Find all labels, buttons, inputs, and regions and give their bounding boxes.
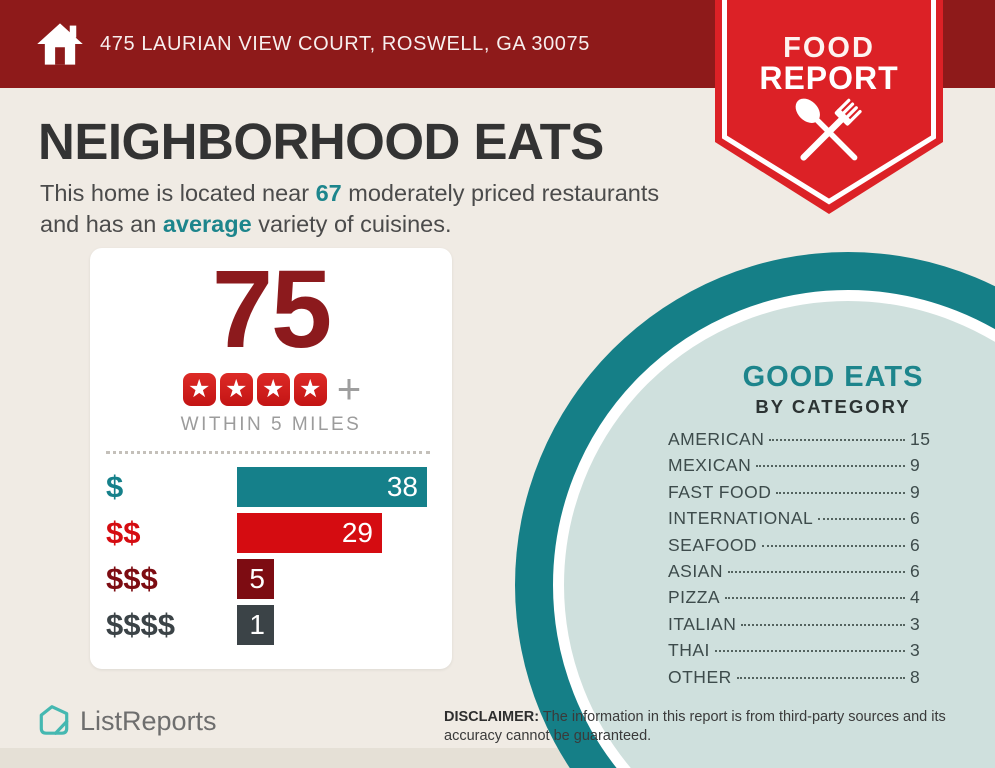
disclaimer: DISCLAIMER: The information in this repo… xyxy=(444,708,989,745)
dotted-leader xyxy=(736,676,905,679)
category-row: OTHER 8 xyxy=(668,667,934,693)
category-row: ITALIAN 3 xyxy=(668,614,934,640)
good-eats-header: GOOD EATS BY CATEGORY xyxy=(660,361,995,418)
bar: 29 xyxy=(237,513,382,554)
category-label: INTERNATIONAL xyxy=(668,508,814,529)
food-report-ribbon: FOOD REPORT xyxy=(715,0,943,214)
bar: 1 xyxy=(237,605,274,646)
category-value: 3 xyxy=(910,640,921,661)
spoon-fork-icon xyxy=(795,98,862,161)
bar-value: 1 xyxy=(249,609,265,641)
category-row: MEXICAN 9 xyxy=(668,455,934,481)
category-value: 4 xyxy=(910,587,921,608)
bar-row: $$$$ 1 xyxy=(106,605,452,646)
stars-container: ★ ★ ★ ★ xyxy=(181,372,329,406)
star-icon: ★ xyxy=(256,372,290,406)
home-icon xyxy=(37,23,83,65)
category-label: AMERICAN xyxy=(668,429,765,449)
price-level-label: $$$$ xyxy=(106,607,175,643)
category-row: ASIAN 6 xyxy=(668,561,934,587)
star-icon: ★ xyxy=(293,372,327,406)
price-level-label: $$ xyxy=(106,515,141,551)
price-level-label: $$$ xyxy=(106,561,158,597)
category-label: THAI xyxy=(668,640,710,661)
category-value: 6 xyxy=(910,534,921,555)
dotted-leader xyxy=(762,544,905,547)
price-level-label: $ xyxy=(106,469,124,505)
page-subtitle: This home is located near 67 moderately … xyxy=(40,178,690,240)
category-row: FAST FOOD 9 xyxy=(668,482,934,508)
property-address: 475 LAURIAN VIEW COURT, ROSWELL, GA 3007… xyxy=(100,32,590,55)
ribbon-line1: FOOD xyxy=(783,32,875,64)
categories-list: AMERICAN 15 MEXICAN 9 FAST FOOD 9 INTERNATIONA… xyxy=(668,429,934,693)
category-label: PIZZA xyxy=(668,587,721,608)
category-label: SEAFOOD xyxy=(668,534,758,555)
star-icon: ★ xyxy=(182,372,216,406)
category-value: 8 xyxy=(910,666,921,687)
radius-label: WITHIN 5 MILES xyxy=(180,414,362,436)
disclaimer-label: DISCLAIMER: xyxy=(444,709,540,725)
category-label: FAST FOOD xyxy=(668,481,772,502)
bar-value: 29 xyxy=(341,517,373,549)
brand-logo: ListReports xyxy=(36,703,217,739)
dotted-leader xyxy=(728,570,905,573)
category-label: MEXICAN xyxy=(668,455,752,476)
category-row: THAI 3 xyxy=(668,640,934,666)
disclaimer-text: The information in this report is from t… xyxy=(444,709,946,744)
category-value: 3 xyxy=(910,613,921,634)
listreports-icon xyxy=(39,705,69,735)
category-value: 9 xyxy=(910,455,921,476)
bar-row: $38 xyxy=(106,467,452,508)
category-row: PIZZA 4 xyxy=(668,587,934,613)
category-value: 15 xyxy=(910,429,931,449)
variety-highlight: average xyxy=(162,211,252,237)
plus-sign: + xyxy=(336,365,362,413)
category-value: 6 xyxy=(910,560,921,581)
score-card: 75 ★ ★ ★ ★ + WITHIN 5 MILES $38 $$ 29 $$$ 5 $$$$… xyxy=(90,248,452,669)
category-label: OTHER xyxy=(668,666,732,687)
dotted-leader xyxy=(818,518,905,521)
bar-row: $$ 29 xyxy=(106,513,452,554)
bar: 38 xyxy=(237,467,427,508)
bar-value: 5 xyxy=(249,563,265,595)
dotted-leader xyxy=(741,623,905,626)
bar-value: 38 xyxy=(386,471,418,503)
category-value: 9 xyxy=(910,481,921,502)
restaurant-score: 75 xyxy=(211,248,332,371)
bar-row: $$$ 5 xyxy=(106,559,452,600)
ribbon-line2: REPORT xyxy=(759,60,898,96)
page-title: NEIGHBORHOOD EATS xyxy=(38,113,604,170)
dotted-divider xyxy=(106,451,430,455)
dotted-leader xyxy=(756,465,905,468)
brand-name: ListReports xyxy=(80,705,217,736)
star-rating: ★ ★ ★ ★ + xyxy=(90,365,452,413)
dotted-leader xyxy=(776,491,905,494)
subtitle-part2: moderately priced restaurants and has an xyxy=(40,180,660,237)
bar: 5 xyxy=(237,559,274,600)
category-row: INTERNATIONAL 6 xyxy=(668,508,934,534)
bars-container: $38 $$ 29 $$$ 5 $$$$ 1 xyxy=(90,467,452,646)
dotted-leader xyxy=(769,439,905,441)
category-label: ASIAN xyxy=(668,560,724,581)
category-row: AMERICAN 15 xyxy=(668,429,934,455)
good-eats-subtitle: BY CATEGORY xyxy=(755,396,911,417)
star-icon: ★ xyxy=(219,372,253,406)
restaurant-count: 67 xyxy=(315,180,342,206)
subtitle-part1: This home is located near xyxy=(40,180,316,206)
category-value: 6 xyxy=(910,508,921,529)
dotted-leader xyxy=(725,597,905,600)
good-eats-title: GOOD EATS xyxy=(742,361,924,393)
dotted-leader xyxy=(714,650,905,653)
category-row: SEAFOOD 6 xyxy=(668,535,934,561)
subtitle-part3: variety of cuisines. xyxy=(251,211,452,237)
category-label: ITALIAN xyxy=(668,613,737,634)
